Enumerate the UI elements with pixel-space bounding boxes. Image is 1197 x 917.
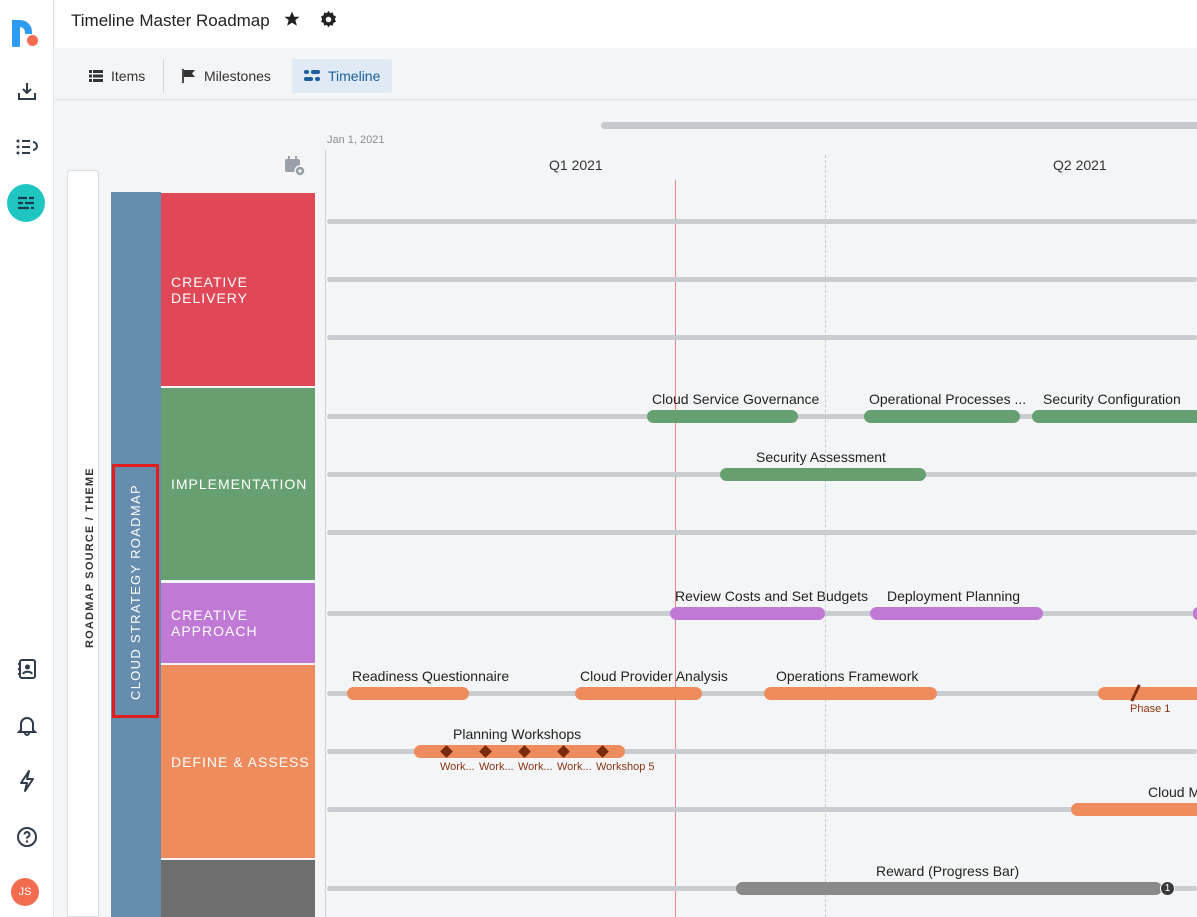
tab-timeline[interactable]: Timeline [292, 59, 393, 93]
lane-creative-approach[interactable]: CREATIVE APPROACH [161, 583, 315, 663]
horizontal-scrollbar[interactable] [601, 122, 1197, 129]
calendar-settings-icon[interactable] [284, 155, 306, 182]
bar-label: Deployment Planning [887, 588, 1021, 604]
flag-icon [182, 69, 195, 83]
timeline-nav-icon[interactable] [7, 184, 45, 222]
bar-label: Cloud Service Governance [652, 391, 820, 407]
tab-label: Timeline [328, 68, 381, 84]
milestone-label: Workshop 5 [596, 761, 655, 773]
gear-icon[interactable] [319, 10, 338, 34]
roadmap-source-column [67, 170, 99, 917]
lane-label: DEFINE & ASSESS [171, 753, 310, 770]
timeline-bar[interactable] [647, 410, 798, 423]
timeline-bar[interactable] [764, 687, 937, 700]
bar-label: Planning Workshops [453, 726, 582, 742]
quarter-divider [825, 155, 826, 917]
bar-label: Operations Framework [776, 668, 919, 684]
lane-implementation[interactable]: IMPLEMENTATION [161, 388, 315, 580]
row-track [327, 691, 1197, 696]
bell-icon[interactable] [0, 707, 54, 743]
timeline-bar[interactable] [864, 410, 1020, 423]
progress-badge: 1 [1160, 881, 1175, 896]
timeline-bar[interactable] [870, 607, 1043, 620]
bar-label: Cloud Provider Analysis [580, 668, 728, 684]
roadmap-source-header: ROADMAP SOURCE / THEME [84, 467, 96, 648]
milestone-label: Work... [557, 761, 592, 773]
list-icon [89, 70, 103, 82]
timeline-bar[interactable] [1071, 803, 1197, 816]
theme-column[interactable] [111, 192, 161, 917]
theme-label: CLOUD STRATEGY ROADMAP [128, 484, 143, 700]
tab-milestones[interactable]: Milestones [170, 59, 283, 93]
lane-define-assess[interactable]: DEFINE & ASSESS [161, 665, 315, 858]
row-track [327, 807, 1197, 812]
milestone-label: Work... [518, 761, 553, 773]
timeline-bar[interactable] [347, 687, 469, 700]
timeline-bar[interactable] [575, 687, 702, 700]
star-icon[interactable] [283, 10, 301, 33]
row-track [327, 335, 1197, 340]
lane-label: CREATIVE APPROACH [171, 607, 258, 639]
tab-divider [163, 59, 164, 93]
timeline-bar[interactable] [1193, 607, 1197, 620]
bar-label: Operational Processes ... [869, 391, 1027, 407]
user-avatar[interactable]: JS [11, 878, 39, 906]
row-track [327, 277, 1197, 282]
row-track [327, 749, 1197, 754]
inbox-download-icon[interactable] [0, 73, 54, 109]
bar-label: Review Costs and Set Budgets [675, 588, 868, 604]
today-marker [675, 180, 676, 917]
bar-label: Security Assessment [756, 449, 886, 465]
milestone-label: Work... [479, 761, 514, 773]
lane-label: IMPLEMENTATION [171, 476, 308, 492]
left-rail: JS [0, 0, 54, 917]
row-track [327, 219, 1197, 224]
lightning-icon[interactable] [0, 763, 54, 799]
app-logo[interactable] [12, 20, 38, 48]
view-tabs: Items Milestones Timeline [55, 48, 1197, 100]
timeline-bar[interactable] [1032, 410, 1197, 423]
lane-other[interactable] [161, 860, 315, 917]
help-icon[interactable] [0, 819, 54, 855]
row-track [327, 530, 1197, 535]
bar-label: Readiness Questionnaire [352, 668, 510, 684]
progress-bar[interactable] [736, 882, 1162, 895]
header: Timeline Master Roadmap [55, 0, 1197, 48]
lane-creative-delivery[interactable]: CREATIVE DELIVERY [161, 193, 315, 386]
start-date-label: Jan 1, 2021 [327, 134, 385, 146]
milestone-label: Phase 1 [1130, 703, 1171, 715]
milestone-label: Work... [440, 761, 475, 773]
page-title: Timeline Master Roadmap [71, 11, 270, 30]
quarter-label: Q1 2021 [549, 157, 603, 173]
bar-label: Reward (Progress Bar) [876, 863, 1020, 879]
bar-label: Security Configuration [1043, 391, 1181, 407]
tab-items[interactable]: Items [77, 59, 157, 93]
timeline-bar[interactable] [670, 607, 825, 620]
tab-label: Items [111, 68, 146, 84]
lane-label: CREATIVE DELIVERY [171, 273, 248, 306]
contacts-icon[interactable] [0, 651, 54, 687]
timeline-axis [325, 150, 326, 917]
timeline-bar[interactable] [1098, 687, 1197, 700]
tab-label: Milestones [204, 68, 271, 84]
timeline-icon [304, 70, 320, 81]
theme-highlight [112, 464, 159, 718]
timeline-bar[interactable] [720, 468, 926, 481]
quarter-label: Q2 2021 [1053, 157, 1107, 173]
list-icon[interactable] [0, 129, 54, 165]
bar-label: Cloud M [1148, 784, 1197, 800]
